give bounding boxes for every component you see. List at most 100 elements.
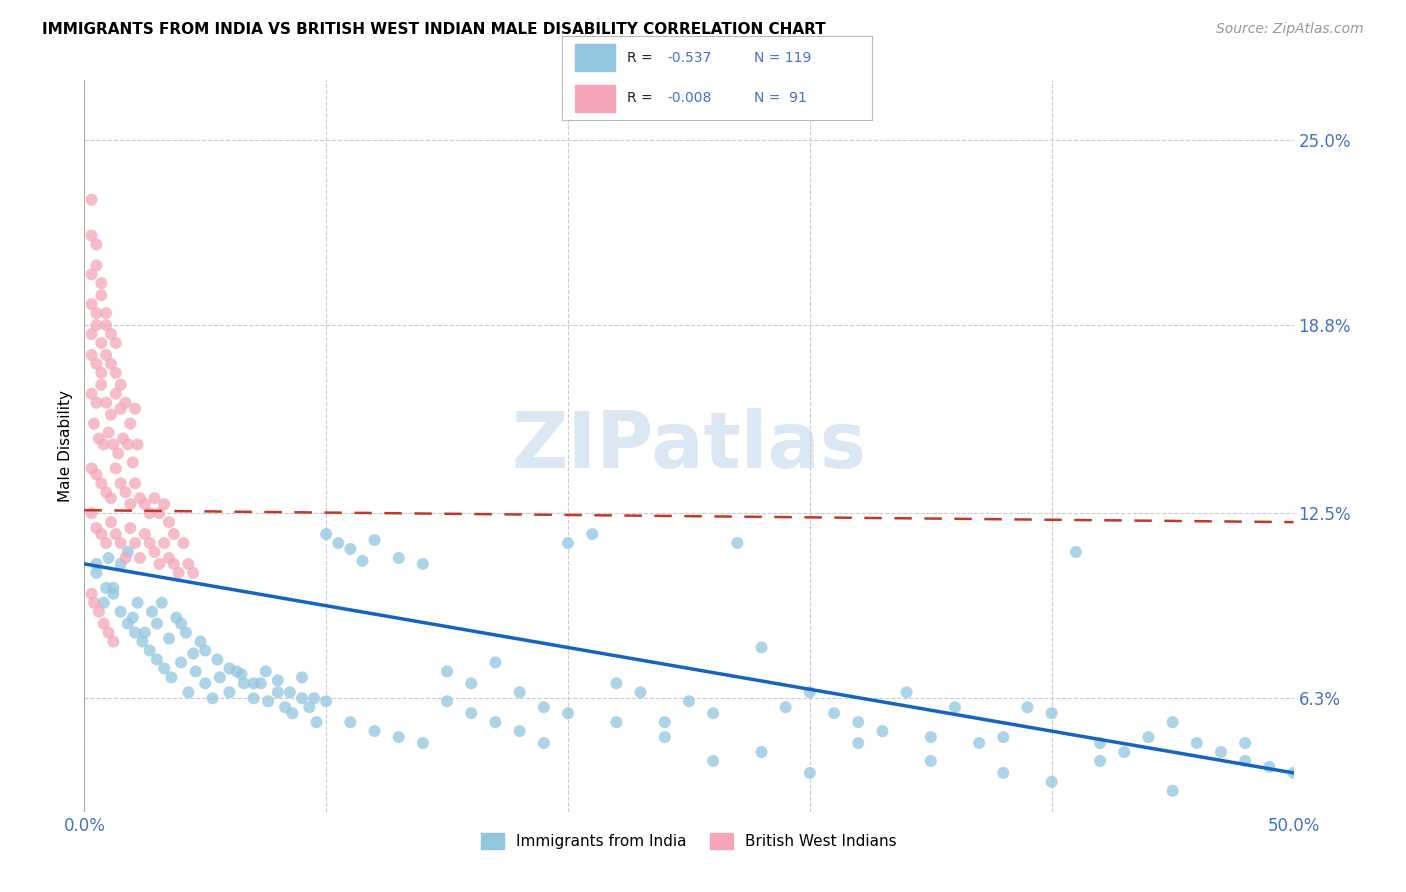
Point xyxy=(233,676,256,690)
Point xyxy=(967,736,990,750)
Point xyxy=(143,491,166,506)
Point xyxy=(97,625,120,640)
Point xyxy=(173,536,195,550)
Point xyxy=(103,437,125,451)
Point xyxy=(86,467,108,482)
Point xyxy=(150,596,173,610)
Point xyxy=(86,237,108,252)
Point xyxy=(104,366,127,380)
Point xyxy=(94,318,117,332)
Point xyxy=(93,616,115,631)
Point xyxy=(90,288,112,302)
Point xyxy=(339,715,361,730)
Point xyxy=(291,670,314,684)
Point xyxy=(107,446,129,460)
Point xyxy=(110,377,132,392)
Text: R =: R = xyxy=(627,91,658,105)
Point xyxy=(110,557,132,571)
Point xyxy=(581,527,603,541)
Point xyxy=(218,685,240,699)
Point xyxy=(315,694,337,708)
Point xyxy=(80,386,103,401)
Bar xyxy=(575,85,614,112)
Point xyxy=(257,694,280,708)
Point xyxy=(90,366,112,380)
Point xyxy=(163,557,186,571)
Point xyxy=(702,754,724,768)
Point xyxy=(177,557,200,571)
Point xyxy=(509,724,531,739)
Point xyxy=(725,536,748,550)
Point xyxy=(920,730,942,744)
Point xyxy=(412,557,434,571)
Point xyxy=(1282,765,1305,780)
Point xyxy=(104,336,127,351)
Point xyxy=(146,652,169,666)
Point xyxy=(993,765,1015,780)
Point xyxy=(103,581,125,595)
Point xyxy=(100,491,122,506)
Point xyxy=(110,605,132,619)
Point xyxy=(103,587,125,601)
Text: N =  91: N = 91 xyxy=(754,91,807,105)
Point xyxy=(94,536,117,550)
Point xyxy=(97,551,120,566)
Point xyxy=(112,432,135,446)
Point xyxy=(388,730,411,744)
Point xyxy=(124,625,146,640)
Point xyxy=(129,491,152,506)
Point xyxy=(302,691,325,706)
Point xyxy=(943,700,966,714)
Point xyxy=(103,634,125,648)
Point xyxy=(104,527,127,541)
Point xyxy=(94,485,117,500)
Point xyxy=(80,228,103,243)
Point xyxy=(87,432,110,446)
Point xyxy=(1064,545,1087,559)
Point xyxy=(1040,706,1063,721)
Point xyxy=(799,685,821,699)
Point xyxy=(117,545,139,559)
Point xyxy=(120,417,142,431)
Point xyxy=(846,715,869,730)
Point xyxy=(201,691,224,706)
Point xyxy=(94,395,117,409)
Point xyxy=(242,676,264,690)
Point xyxy=(80,193,103,207)
Point xyxy=(207,652,229,666)
Point xyxy=(86,318,108,332)
Point xyxy=(97,425,120,440)
Point xyxy=(267,685,290,699)
Point xyxy=(94,306,117,320)
Point xyxy=(90,336,112,351)
Point xyxy=(167,566,190,580)
Point xyxy=(460,676,482,690)
Point xyxy=(1161,715,1184,730)
Point xyxy=(177,685,200,699)
Point xyxy=(87,605,110,619)
Point xyxy=(751,745,773,759)
Point xyxy=(160,670,183,684)
Point xyxy=(138,506,160,520)
Text: IMMIGRANTS FROM INDIA VS BRITISH WEST INDIAN MALE DISABILITY CORRELATION CHART: IMMIGRANTS FROM INDIA VS BRITISH WEST IN… xyxy=(42,22,825,37)
Point xyxy=(1040,775,1063,789)
Point xyxy=(120,521,142,535)
Legend: Immigrants from India, British West Indians: Immigrants from India, British West Indi… xyxy=(475,827,903,855)
Point xyxy=(509,685,531,699)
Point xyxy=(1234,736,1257,750)
Point xyxy=(1209,745,1232,759)
Point xyxy=(533,700,555,714)
Point xyxy=(1114,745,1136,759)
Y-axis label: Male Disability: Male Disability xyxy=(58,390,73,502)
Point xyxy=(1258,760,1281,774)
Point xyxy=(93,437,115,451)
Point xyxy=(134,527,156,541)
Point xyxy=(86,566,108,580)
Point xyxy=(100,515,122,529)
Point xyxy=(94,581,117,595)
Point xyxy=(114,485,136,500)
Text: ZIPatlas: ZIPatlas xyxy=(512,408,866,484)
Text: -0.537: -0.537 xyxy=(668,51,711,65)
Point xyxy=(86,259,108,273)
Point xyxy=(141,605,163,619)
